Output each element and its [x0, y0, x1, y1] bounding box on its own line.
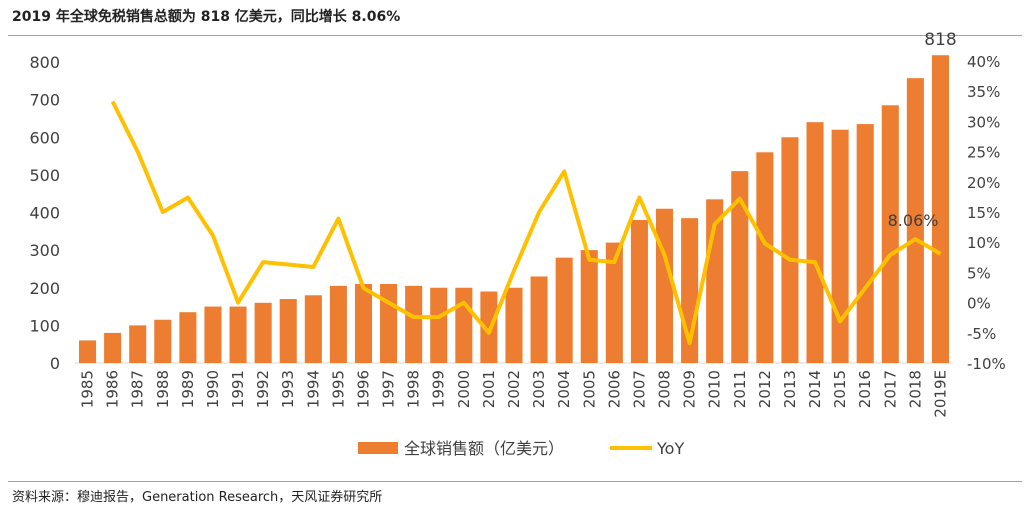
bar-2003: [530, 276, 548, 363]
left-axis-tick-label: 200: [29, 279, 60, 298]
right-axis-tick-label: -5%: [967, 325, 996, 343]
bar-1995: [329, 285, 347, 363]
x-axis-tick-label: 2006: [605, 370, 623, 408]
legend-bar-label: 全球销售额（亿美元）: [404, 439, 564, 458]
bar-2018: [906, 78, 924, 364]
left-axis-tick-label: 100: [29, 316, 60, 335]
x-axis-tick-label: 1987: [129, 370, 147, 408]
bar-2002: [505, 287, 523, 363]
x-axis-tick-label: 2005: [580, 370, 598, 408]
x-axis-tick-label: 2010: [706, 370, 724, 408]
bar-2019E: [931, 55, 949, 363]
bar-1991: [229, 306, 247, 363]
title-divider: [8, 35, 1022, 36]
bar-2017: [881, 105, 899, 364]
left-axis-tick-label: 600: [29, 128, 60, 147]
bar-2000: [455, 287, 473, 363]
x-axis-tick-label: 2018: [906, 370, 924, 408]
right-axis-tick-label: 5%: [967, 264, 991, 282]
right-axis-tick-label: 25%: [967, 144, 1000, 162]
bar-1987: [129, 325, 147, 363]
right-axis-tick-label: 20%: [967, 174, 1000, 192]
x-axis-tick-label: 1986: [104, 370, 122, 408]
right-axis-tick-label: 10%: [967, 234, 1000, 252]
left-axis-tick-label: 800: [29, 53, 60, 72]
x-axis-tick-label: 2002: [505, 370, 523, 408]
last-bar-data-label: 818: [924, 30, 956, 50]
bar-2013: [781, 137, 799, 363]
bar-1994: [304, 295, 322, 363]
x-axis-tick-label: 2004: [555, 370, 573, 408]
bar-2001: [480, 291, 498, 363]
bar-1996: [354, 283, 373, 363]
last-yoy-data-label: 8.06%: [888, 211, 939, 230]
bar-2014: [806, 122, 824, 363]
bar-1992: [254, 302, 272, 363]
bar-2007: [630, 220, 648, 363]
right-axis-tick-label: 35%: [967, 83, 1000, 101]
bar-2012: [756, 152, 774, 363]
right-axis-tick-label: 40%: [967, 53, 1000, 71]
x-axis-tick-label: 2015: [831, 370, 849, 408]
x-axis-tick-label: 1985: [79, 370, 97, 408]
bar-2015: [831, 129, 849, 363]
bar-2004: [555, 257, 573, 363]
legend-line-label: YoY: [656, 439, 684, 458]
x-axis-tick-label: 2014: [806, 370, 824, 408]
x-axis-tick-label: 1995: [329, 370, 347, 408]
bar-1988: [154, 319, 172, 363]
x-axis-tick-label: 2003: [530, 370, 548, 408]
x-axis-tick-label: 1996: [354, 370, 372, 408]
bar-2016: [856, 124, 874, 363]
left-axis-tick-label: 300: [29, 241, 60, 260]
x-axis-tick-label: 2019E: [931, 370, 949, 418]
bar-1997: [380, 283, 398, 363]
source-divider: [8, 481, 1022, 482]
x-axis-tick-label: 2017: [881, 370, 899, 408]
x-axis-tick-label: 1991: [229, 370, 247, 408]
bar-1986: [104, 332, 122, 363]
left-axis-tick-label: 400: [29, 204, 60, 223]
x-axis-tick-label: 2001: [480, 370, 498, 408]
bar-2005: [580, 250, 598, 363]
right-axis-tick-label: 0%: [967, 295, 991, 313]
bar-1999: [430, 287, 448, 363]
x-axis-tick-label: 1990: [204, 370, 222, 408]
x-axis-tick-label: 1997: [380, 370, 398, 408]
bar-1993: [279, 299, 297, 363]
bar-2008: [655, 208, 674, 363]
x-axis-tick-label: 1989: [179, 370, 197, 408]
x-axis-tick-label: 2016: [856, 370, 874, 408]
legend-bar-swatch: [358, 442, 398, 454]
bar-1989: [179, 312, 197, 363]
x-axis-tick-label: 1988: [154, 370, 172, 408]
x-axis-tick-label: 1999: [430, 370, 448, 408]
left-axis-tick-label: 700: [29, 91, 60, 110]
x-axis-tick-label: 1998: [405, 370, 423, 408]
right-axis-tick-label: 30%: [967, 113, 1000, 131]
bar-1985: [79, 340, 97, 363]
x-axis-tick-label: 2012: [756, 370, 774, 408]
x-axis-tick-label: 1992: [254, 370, 272, 408]
x-axis-tick-label: 1994: [304, 370, 322, 408]
bar-1990: [204, 306, 222, 363]
right-axis-tick-label: -10%: [967, 355, 1006, 373]
x-axis-tick-label: 2007: [630, 370, 648, 408]
x-axis-tick-label: 2013: [781, 370, 799, 408]
bar-2011: [731, 171, 749, 363]
source-note: 资料来源：穆迪报告，Generation Research，天风证券研究所: [12, 490, 383, 505]
left-axis-tick-label: 0: [50, 354, 60, 373]
x-axis-tick-label: 2011: [731, 370, 749, 408]
bar-1998: [405, 285, 423, 363]
x-axis-tick-label: 2008: [656, 370, 674, 408]
bar-2006: [605, 242, 623, 363]
x-axis-tick-label: 2000: [455, 370, 473, 408]
left-axis-tick-label: 500: [29, 166, 60, 185]
right-axis-tick-label: 15%: [967, 204, 1000, 222]
x-axis-tick-label: 2009: [681, 370, 699, 408]
yoy-line: [110, 100, 942, 346]
chart-title: 2019 年全球免税销售总额为 818 亿美元，同比增长 8.06%: [12, 9, 401, 25]
x-axis-tick-label: 1993: [279, 370, 297, 408]
